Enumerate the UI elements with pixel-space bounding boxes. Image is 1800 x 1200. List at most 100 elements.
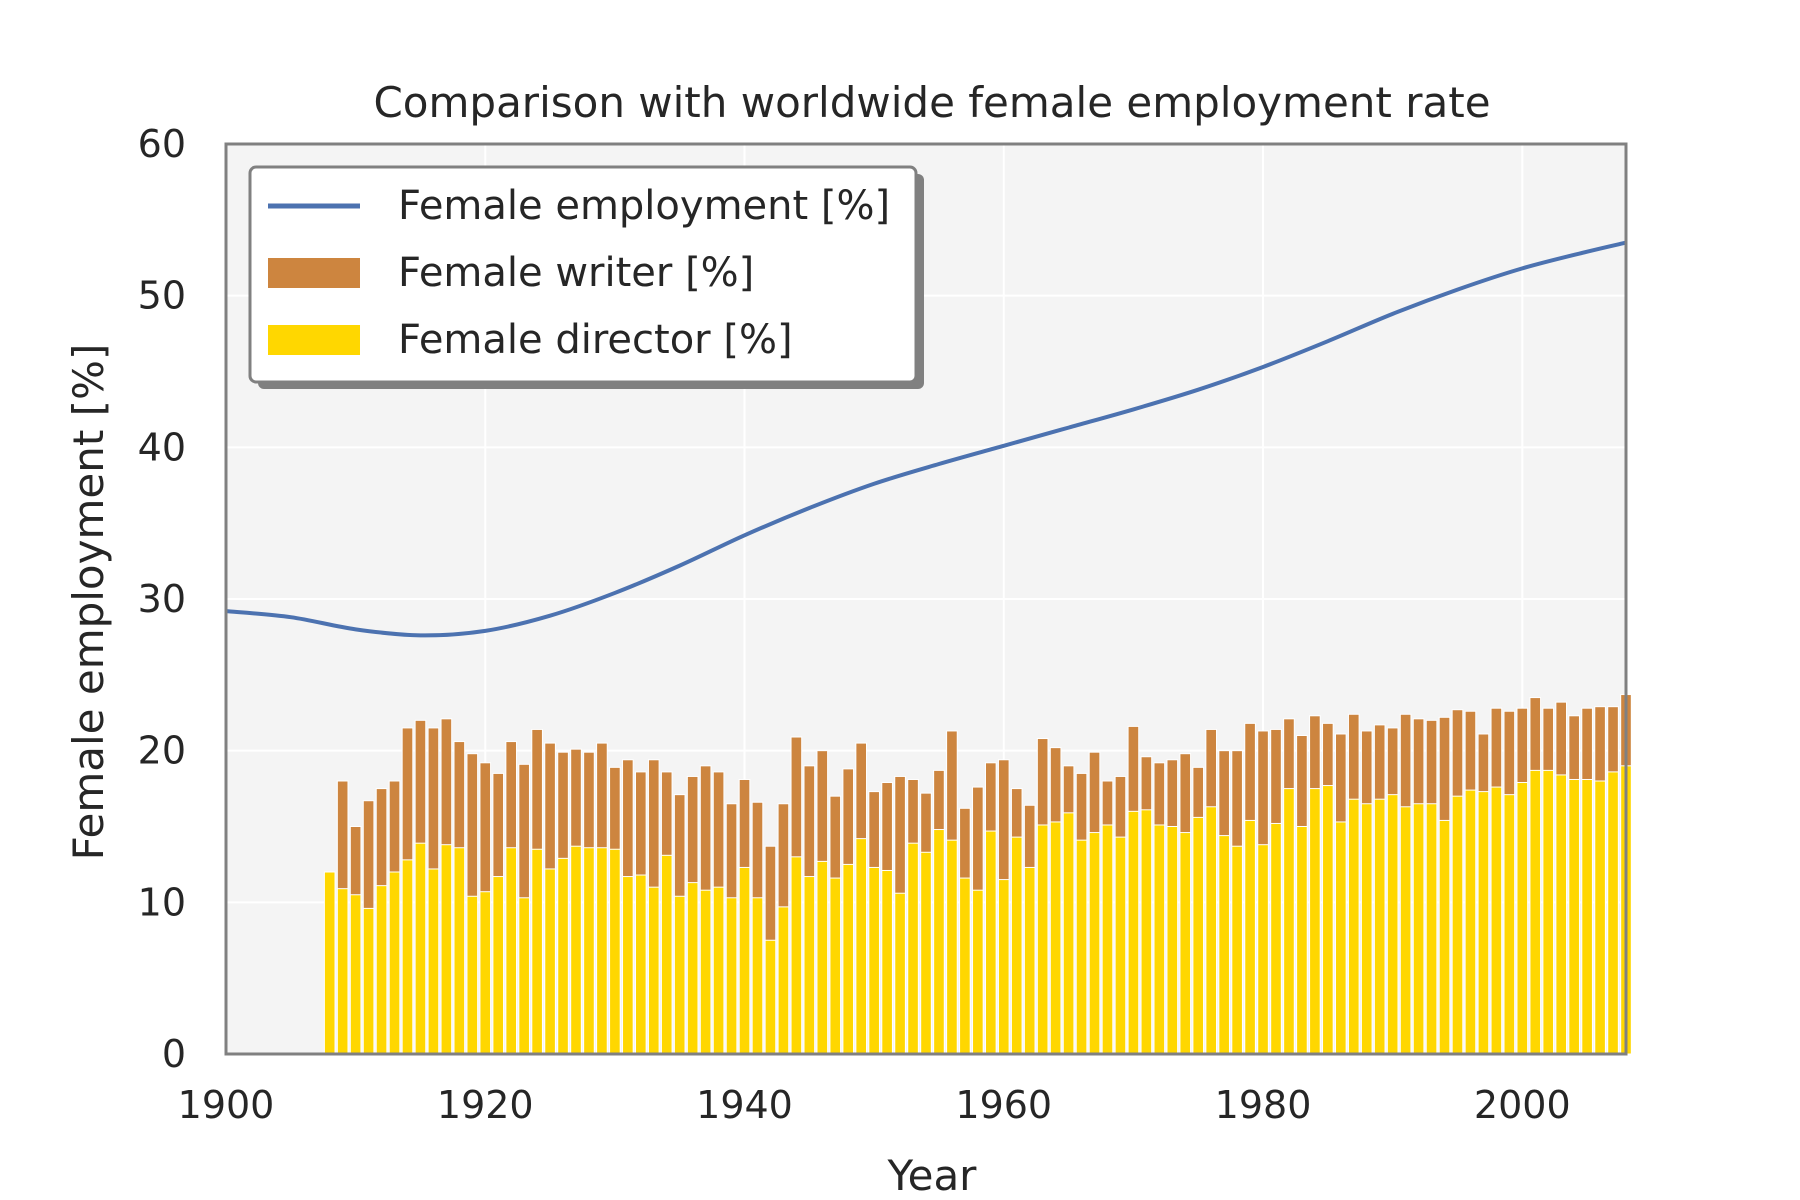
director-bar [855,838,867,1055]
director-bar [725,897,738,1055]
x-tick-label: 1940 [696,1083,793,1127]
director-bar [894,892,906,1055]
director-bar [1166,826,1179,1055]
director-bar [673,895,686,1055]
director-bar [1075,839,1088,1055]
director-bar [388,871,401,1055]
y-tick-label: 0 [162,1032,186,1076]
director-bar [1360,803,1373,1055]
director-bar [1309,788,1321,1055]
y-tick-label: 20 [138,729,186,773]
director-bar [1153,824,1166,1055]
director-bar [1244,819,1256,1055]
x-tick-label: 1920 [437,1083,534,1127]
director-bar [1335,821,1347,1055]
director-bar [842,863,855,1055]
y-tick-label: 50 [138,274,186,318]
x-tick-label: 1960 [955,1083,1052,1127]
director-bar [1412,803,1425,1055]
director-bar [1425,803,1438,1055]
director-bar [1101,824,1114,1055]
director-bar [751,897,764,1055]
legend-director-label: Female director [%] [398,317,793,363]
director-bar [466,895,479,1055]
director-bar [1049,821,1062,1055]
plot-frame [224,142,1628,1056]
y-axis-label: Female employment [%] [64,344,113,861]
director-bar [1503,794,1516,1055]
director-bar [997,879,1010,1055]
x-tick-labels: 1900 1920 1940 1960 1980 2000 [178,1083,1571,1127]
director-bar [557,857,569,1055]
director-bar [1594,780,1606,1055]
director-bar [868,866,880,1055]
director-bar [829,877,842,1055]
bars [323,694,1632,1055]
director-bar [699,889,712,1055]
director-bar [1581,778,1593,1055]
director-bar [1010,836,1023,1055]
director-bar [609,848,621,1055]
director-bar [1257,844,1269,1055]
director-bar [790,856,803,1055]
director-bar [427,868,440,1055]
director-bar [738,866,751,1055]
director-bar [1231,845,1243,1055]
director-bar [764,939,777,1055]
director-bar [933,829,945,1055]
director-bar [401,859,414,1055]
director-bar [1373,798,1386,1055]
director-bar [375,885,388,1055]
director-bar [686,882,699,1055]
director-bar [1036,824,1049,1055]
director-bar [1386,794,1399,1055]
director-bar [803,876,816,1055]
director-bar [1477,791,1490,1055]
director-bar [492,876,505,1055]
director-bar [453,847,466,1055]
director-bar [518,897,530,1055]
director-bar [1179,832,1192,1055]
director-bar [959,877,971,1055]
director-bar [647,886,660,1055]
director-bar [544,868,556,1055]
director-bar [1023,866,1036,1055]
director-bar [946,839,958,1055]
director-bar [712,886,725,1055]
chart-title: Comparison with worldwide female employm… [373,78,1490,127]
director-bar [1607,771,1619,1055]
director-bar [336,888,349,1055]
director-bar [1205,806,1217,1055]
director-bar [349,894,362,1055]
director-bar [1347,798,1360,1055]
x-tick-label: 2000 [1474,1083,1571,1127]
director-bar [1529,769,1542,1055]
director-bar [505,847,517,1055]
director-bar [1270,822,1282,1055]
director-bar [1218,835,1230,1055]
director-bar [1088,832,1101,1055]
director-bar [583,847,595,1055]
legend-writer-label: Female writer [%] [398,250,754,296]
x-tick-label: 1980 [1215,1083,1312,1127]
female-employment-line [225,240,1627,638]
y-tick-label: 10 [138,880,186,924]
director-bar [777,906,790,1055]
director-bar [1127,810,1140,1055]
director-bar [1062,812,1075,1055]
director-bar [1322,785,1334,1055]
director-bar [440,844,453,1055]
director-bar [1399,806,1412,1055]
legend-box [248,165,918,384]
director-bar [1451,795,1464,1055]
director-bar [570,845,582,1055]
director-bar [1438,819,1451,1055]
director-bar [1568,778,1580,1055]
director-bar [816,860,829,1055]
director-bar [414,842,427,1055]
director-bar [323,871,336,1055]
director-bar [479,891,492,1055]
director-bar [1192,816,1205,1055]
y-tick-label: 60 [138,122,186,166]
